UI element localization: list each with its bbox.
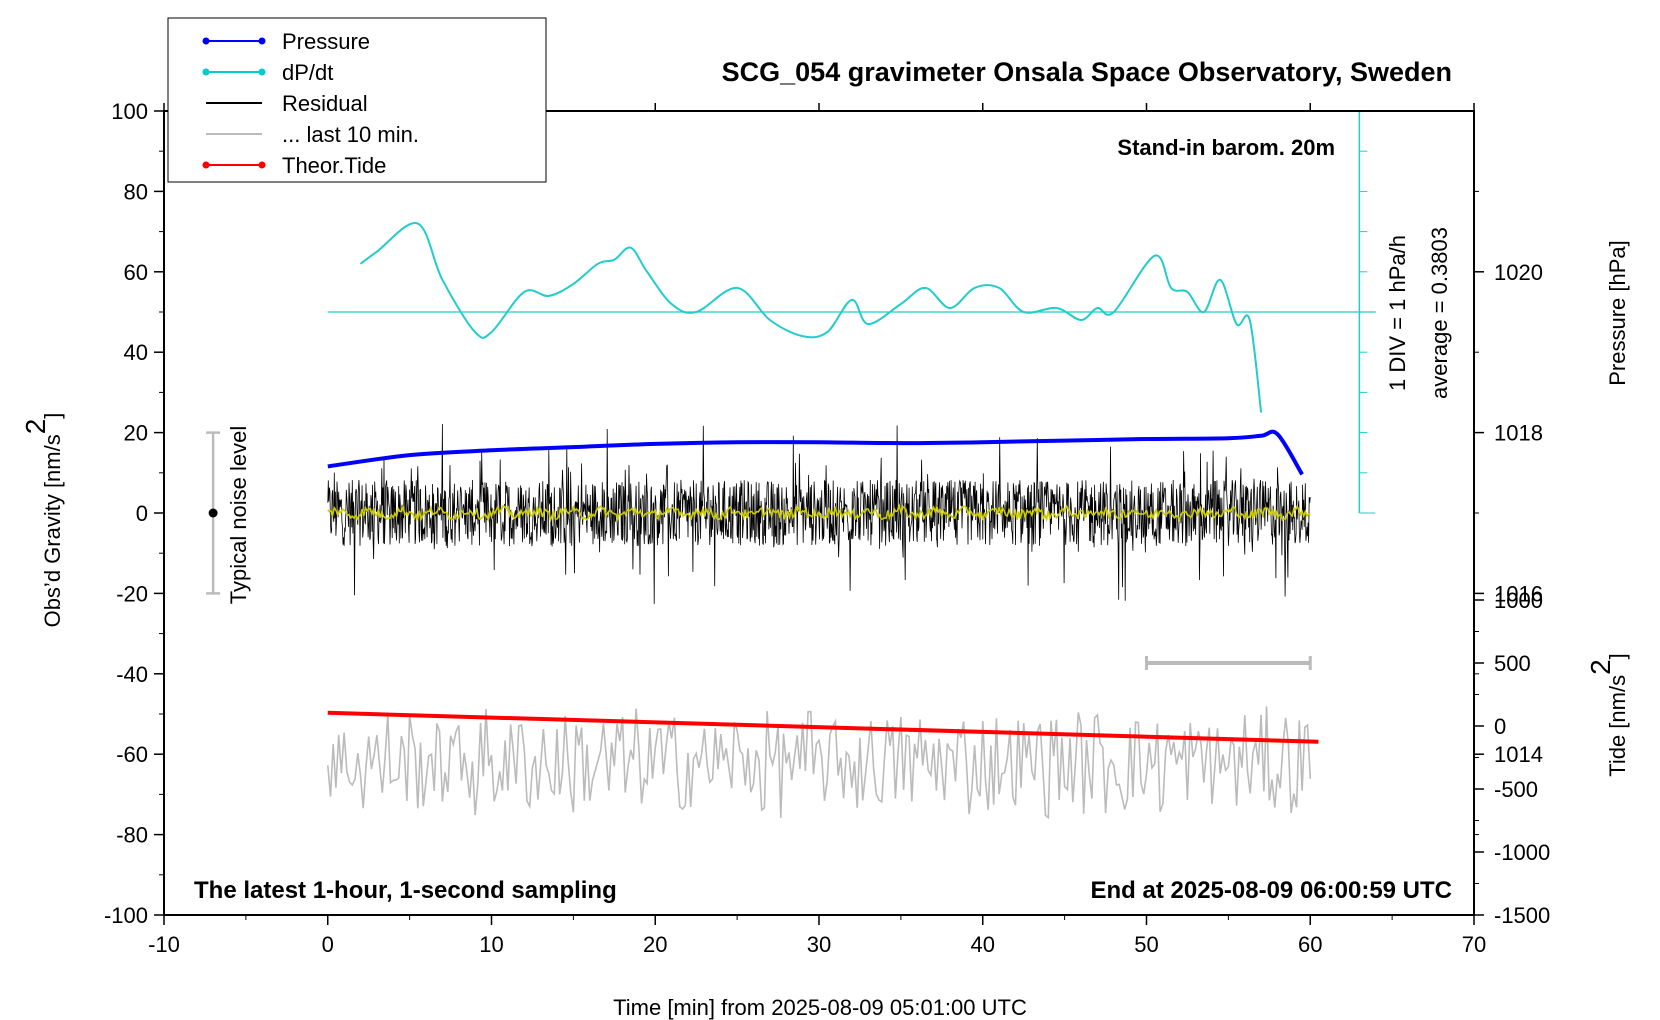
y-tick-label: 20 <box>124 421 148 446</box>
x-tick-label: -10 <box>148 932 180 957</box>
chart-title: SCG_054 gravimeter Onsala Space Observat… <box>722 57 1452 87</box>
x-tick-label: 30 <box>807 932 831 957</box>
x-tick-label: 40 <box>971 932 995 957</box>
y-tick-label: 40 <box>124 340 148 365</box>
y-axis-left-label: Obs’d Gravity [nm/s2] <box>20 413 66 628</box>
noise-level-label: Typical noise level <box>226 426 251 605</box>
y-tick-label: 60 <box>124 260 148 285</box>
x-tick-label: 20 <box>643 932 667 957</box>
y-axis-tide-label-main: Tide [nm/s <box>1605 675 1630 777</box>
y-tick-label: -100 <box>104 903 148 928</box>
tide-tick-label: 0 <box>1494 714 1506 739</box>
y-tick-label: 0 <box>136 501 148 526</box>
y-tick-label: -20 <box>116 581 148 606</box>
legend-label: Theor.Tide <box>282 153 386 178</box>
tide-line <box>327 710 1319 744</box>
barometer-note: Stand-in barom. 20m <box>1117 135 1335 160</box>
legend: Pressure dP/dt Residual ... last 10 min. The… <box>167 17 547 183</box>
tide-tick-label: -1500 <box>1494 903 1550 928</box>
y-axis-tide-label: Tide [nm/s2] <box>1585 653 1631 777</box>
legend-label: dP/dt <box>282 60 333 85</box>
legend-marker-start <box>202 161 210 169</box>
legend-label: Pressure <box>282 29 370 54</box>
series-layer <box>206 110 1376 820</box>
pressure-tick-label: 1018 <box>1494 421 1543 446</box>
legend-box <box>167 17 547 183</box>
pressure-line <box>327 429 1304 476</box>
y-axis-left-label-sup: 2 <box>20 419 51 435</box>
tide-tick-label: 1000 <box>1494 588 1543 613</box>
residual-smoothed-line <box>327 502 1311 524</box>
pressure-tick-label: 1014 <box>1494 742 1543 767</box>
y-axis-left-label-main: Obs’d Gravity [nm/s <box>40 434 65 627</box>
dpdt-average-label: average = 0.3803 <box>1427 227 1452 399</box>
tide-tick-label: 500 <box>1494 651 1531 676</box>
x-tick-label: 70 <box>1462 932 1486 957</box>
y-axis-left: 100 80 60 40 20 0 -20 -40 -60 -80 -100 <box>104 99 164 928</box>
legend-marker-start <box>202 37 210 45</box>
end-time-note: End at 2025-08-09 06:00:59 UTC <box>1091 877 1453 904</box>
dpdt-line <box>359 222 1263 413</box>
legend-label: ... last 10 min. <box>282 122 419 147</box>
x-axis-label: Time [min] from 2025-08-09 05:01:00 UTC <box>613 995 1027 1020</box>
legend-marker-end <box>258 68 266 76</box>
legend-marker-end <box>258 161 266 169</box>
dpdt-scale-label: 1 DIV = 1 hPa/h <box>1385 235 1410 391</box>
x-tick-label: 0 <box>322 932 334 957</box>
noise-bar-center-dot <box>208 508 218 518</box>
sampling-note: The latest 1-hour, 1-second sampling <box>194 877 617 904</box>
legend-marker-start <box>202 68 210 76</box>
y-tick-label: -80 <box>116 823 148 848</box>
legend-marker-end <box>258 37 266 45</box>
tide-tick-label: -1000 <box>1494 840 1550 865</box>
x-tick-label: 50 <box>1134 932 1158 957</box>
residual-line <box>327 423 1311 604</box>
x-tick-label: 60 <box>1298 932 1322 957</box>
legend-label: Residual <box>282 91 368 116</box>
x-tick-label: 10 <box>479 932 503 957</box>
y-axis-pressure-label: Pressure [hPa] <box>1605 240 1630 386</box>
y-axis-left-label-tail: ] <box>40 413 65 419</box>
y-axis-tide-label-sup: 2 <box>1585 659 1616 675</box>
y-axis-tide-label-tail: ] <box>1605 653 1630 659</box>
x-axis: -10 0 10 20 30 40 50 60 70 <box>148 103 1486 957</box>
tide-tick-label: -500 <box>1494 777 1538 802</box>
pressure-tick-label: 1016 <box>1494 581 1543 606</box>
y-tick-label: 80 <box>124 179 148 204</box>
y-tick-label: -60 <box>116 742 148 767</box>
y-axis-tide: 1000 500 0 -500 -1000 -1500 <box>1474 588 1550 928</box>
y-axis-pressure: 1020 1018 1016 1014 <box>1474 190 1543 836</box>
y-tick-label: -40 <box>116 662 148 687</box>
y-tick-label: 100 <box>111 99 148 124</box>
last10-line <box>327 706 1312 820</box>
pressure-tick-label: 1020 <box>1494 260 1543 285</box>
